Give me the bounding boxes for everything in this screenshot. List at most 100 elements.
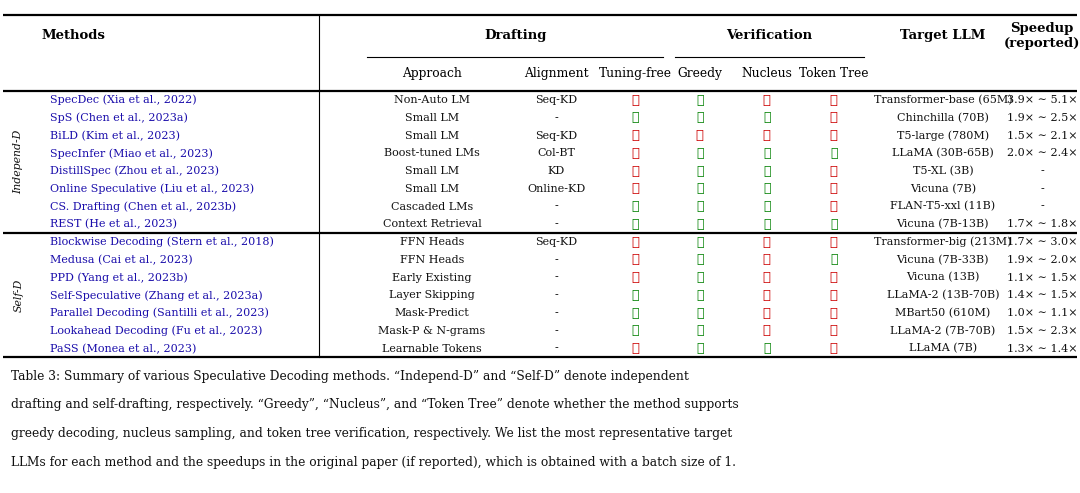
Text: SpecInfer (Miao et al., 2023): SpecInfer (Miao et al., 2023) bbox=[50, 148, 213, 159]
Text: ✗: ✗ bbox=[829, 94, 838, 106]
Text: ✓: ✓ bbox=[697, 271, 703, 284]
Text: Greedy: Greedy bbox=[677, 68, 723, 80]
Text: CS. Drafting (Chen et al., 2023b): CS. Drafting (Chen et al., 2023b) bbox=[50, 201, 235, 212]
Text: LLaMA (30B-65B): LLaMA (30B-65B) bbox=[892, 148, 994, 158]
Text: Self-Speculative (Zhang et al., 2023a): Self-Speculative (Zhang et al., 2023a) bbox=[50, 290, 262, 301]
Text: ✓: ✓ bbox=[764, 200, 770, 213]
Text: Vicuna (7B): Vicuna (7B) bbox=[909, 184, 976, 194]
Text: 2.0× ∼ 2.4×: 2.0× ∼ 2.4× bbox=[1007, 148, 1078, 158]
Text: SpS (Chen et al., 2023a): SpS (Chen et al., 2023a) bbox=[50, 112, 188, 123]
Text: Token Tree: Token Tree bbox=[799, 68, 868, 80]
Text: -: - bbox=[554, 326, 558, 336]
Text: ✗: ✗ bbox=[631, 94, 639, 106]
Text: Boost-tuned LMs: Boost-tuned LMs bbox=[384, 148, 480, 158]
Text: 1.3× ∼ 1.4×: 1.3× ∼ 1.4× bbox=[1007, 344, 1078, 353]
Text: ✗: ✗ bbox=[696, 129, 704, 142]
Text: ✗: ✗ bbox=[631, 165, 639, 177]
Text: ✓: ✓ bbox=[697, 147, 703, 160]
Text: LLMs for each method and the speedups in the original paper (if reported), which: LLMs for each method and the speedups in… bbox=[11, 456, 735, 468]
Text: ✗: ✗ bbox=[829, 289, 838, 302]
Text: -: - bbox=[554, 344, 558, 353]
Text: drafting and self-drafting, respectively. “Greedy”, “Nucleus”, and “Token Tree” : drafting and self-drafting, respectively… bbox=[11, 398, 739, 411]
Text: Blockwise Decoding (Stern et al., 2018): Blockwise Decoding (Stern et al., 2018) bbox=[50, 237, 273, 247]
Text: Mask-Predict: Mask-Predict bbox=[394, 308, 470, 318]
Text: ✗: ✗ bbox=[631, 253, 639, 266]
Text: Transformer-base (65M): Transformer-base (65M) bbox=[874, 95, 1012, 105]
Text: KD: KD bbox=[548, 166, 565, 176]
Text: Drafting: Drafting bbox=[484, 29, 546, 42]
Text: ✗: ✗ bbox=[829, 182, 838, 195]
Text: Speedup
(reported): Speedup (reported) bbox=[1004, 22, 1080, 50]
Text: Seq-KD: Seq-KD bbox=[535, 95, 578, 105]
Text: ✓: ✓ bbox=[697, 94, 703, 106]
Text: REST (He et al., 2023): REST (He et al., 2023) bbox=[50, 219, 177, 229]
Text: Tuning-free: Tuning-free bbox=[598, 68, 672, 80]
Text: 1.9× ∼ 2.0×: 1.9× ∼ 2.0× bbox=[1007, 255, 1078, 265]
Text: ✓: ✓ bbox=[697, 236, 703, 248]
Text: 1.5× ∼ 2.1×: 1.5× ∼ 2.1× bbox=[1007, 131, 1078, 141]
Text: ✓: ✓ bbox=[764, 111, 770, 124]
Text: ✗: ✗ bbox=[829, 165, 838, 177]
Text: -: - bbox=[554, 113, 558, 123]
Text: ✗: ✗ bbox=[829, 236, 838, 248]
Text: Approach: Approach bbox=[402, 68, 462, 80]
Text: ✗: ✗ bbox=[631, 271, 639, 284]
Text: Lookahead Decoding (Fu et al., 2023): Lookahead Decoding (Fu et al., 2023) bbox=[50, 325, 262, 336]
Text: ✗: ✗ bbox=[829, 342, 838, 355]
Text: ✓: ✓ bbox=[632, 218, 638, 231]
Text: Small LM: Small LM bbox=[405, 131, 459, 141]
Text: Learnable Tokens: Learnable Tokens bbox=[382, 344, 482, 353]
Text: -: - bbox=[1040, 202, 1044, 211]
Text: -: - bbox=[1040, 166, 1044, 176]
Text: ✓: ✓ bbox=[697, 289, 703, 302]
Text: 1.5× ∼ 2.3×: 1.5× ∼ 2.3× bbox=[1007, 326, 1078, 336]
Text: Independ-D: Independ-D bbox=[13, 130, 24, 194]
Text: ✓: ✓ bbox=[697, 342, 703, 355]
Text: ✓: ✓ bbox=[831, 253, 837, 266]
Text: -: - bbox=[554, 273, 558, 282]
Text: Vicuna (7B-33B): Vicuna (7B-33B) bbox=[896, 255, 989, 265]
Text: -: - bbox=[554, 219, 558, 229]
Text: LLaMA (7B): LLaMA (7B) bbox=[908, 344, 977, 353]
Text: SpecDec (Xia et al., 2022): SpecDec (Xia et al., 2022) bbox=[50, 95, 197, 106]
Text: ✓: ✓ bbox=[764, 165, 770, 177]
Text: 1.1× ∼ 1.5×: 1.1× ∼ 1.5× bbox=[1007, 273, 1078, 282]
Text: Methods: Methods bbox=[41, 29, 105, 42]
Text: ✓: ✓ bbox=[697, 307, 703, 319]
Text: T5-XL (3B): T5-XL (3B) bbox=[913, 166, 973, 176]
Text: Table 3: Summary of various Speculative Decoding methods. “Independ-D” and “Self: Table 3: Summary of various Speculative … bbox=[11, 370, 689, 383]
Text: Verification: Verification bbox=[727, 29, 812, 42]
Text: Medusa (Cai et al., 2023): Medusa (Cai et al., 2023) bbox=[50, 255, 192, 265]
Text: Target LLM: Target LLM bbox=[900, 29, 986, 42]
Text: ✓: ✓ bbox=[697, 324, 703, 337]
Text: ✓: ✓ bbox=[632, 324, 638, 337]
Text: 1.7× ∼ 1.8×: 1.7× ∼ 1.8× bbox=[1007, 219, 1078, 229]
Text: ✓: ✓ bbox=[764, 182, 770, 195]
Text: Transformer-big (213M): Transformer-big (213M) bbox=[874, 237, 1012, 247]
Text: -: - bbox=[554, 255, 558, 265]
Text: 1.9× ∼ 2.5×: 1.9× ∼ 2.5× bbox=[1007, 113, 1078, 123]
Text: Vicuna (7B-13B): Vicuna (7B-13B) bbox=[896, 219, 989, 229]
Text: ✓: ✓ bbox=[697, 111, 703, 124]
Text: BiLD (Kim et al., 2023): BiLD (Kim et al., 2023) bbox=[50, 131, 179, 141]
Text: ✗: ✗ bbox=[631, 342, 639, 355]
Text: Nucleus: Nucleus bbox=[741, 68, 793, 80]
Text: -: - bbox=[554, 308, 558, 318]
Text: ✓: ✓ bbox=[632, 200, 638, 213]
Text: ✗: ✗ bbox=[762, 236, 771, 248]
Text: Context Retrieval: Context Retrieval bbox=[382, 219, 482, 229]
Text: DistillSpec (Zhou et al., 2023): DistillSpec (Zhou et al., 2023) bbox=[50, 166, 218, 176]
Text: ✗: ✗ bbox=[762, 324, 771, 337]
Text: 1.7× ∼ 3.0×: 1.7× ∼ 3.0× bbox=[1007, 237, 1078, 247]
Text: Small LM: Small LM bbox=[405, 166, 459, 176]
Text: ✗: ✗ bbox=[762, 289, 771, 302]
Text: Online Speculative (Liu et al., 2023): Online Speculative (Liu et al., 2023) bbox=[50, 183, 254, 194]
Text: Small LM: Small LM bbox=[405, 113, 459, 123]
Text: Seq-KD: Seq-KD bbox=[535, 237, 578, 247]
Text: Small LM: Small LM bbox=[405, 184, 459, 194]
Text: ✗: ✗ bbox=[829, 324, 838, 337]
Text: LLaMA-2 (13B-70B): LLaMA-2 (13B-70B) bbox=[887, 290, 999, 300]
Text: ✗: ✗ bbox=[762, 271, 771, 284]
Text: T5-large (780M): T5-large (780M) bbox=[896, 130, 989, 141]
Text: Vicuna (13B): Vicuna (13B) bbox=[906, 273, 980, 282]
